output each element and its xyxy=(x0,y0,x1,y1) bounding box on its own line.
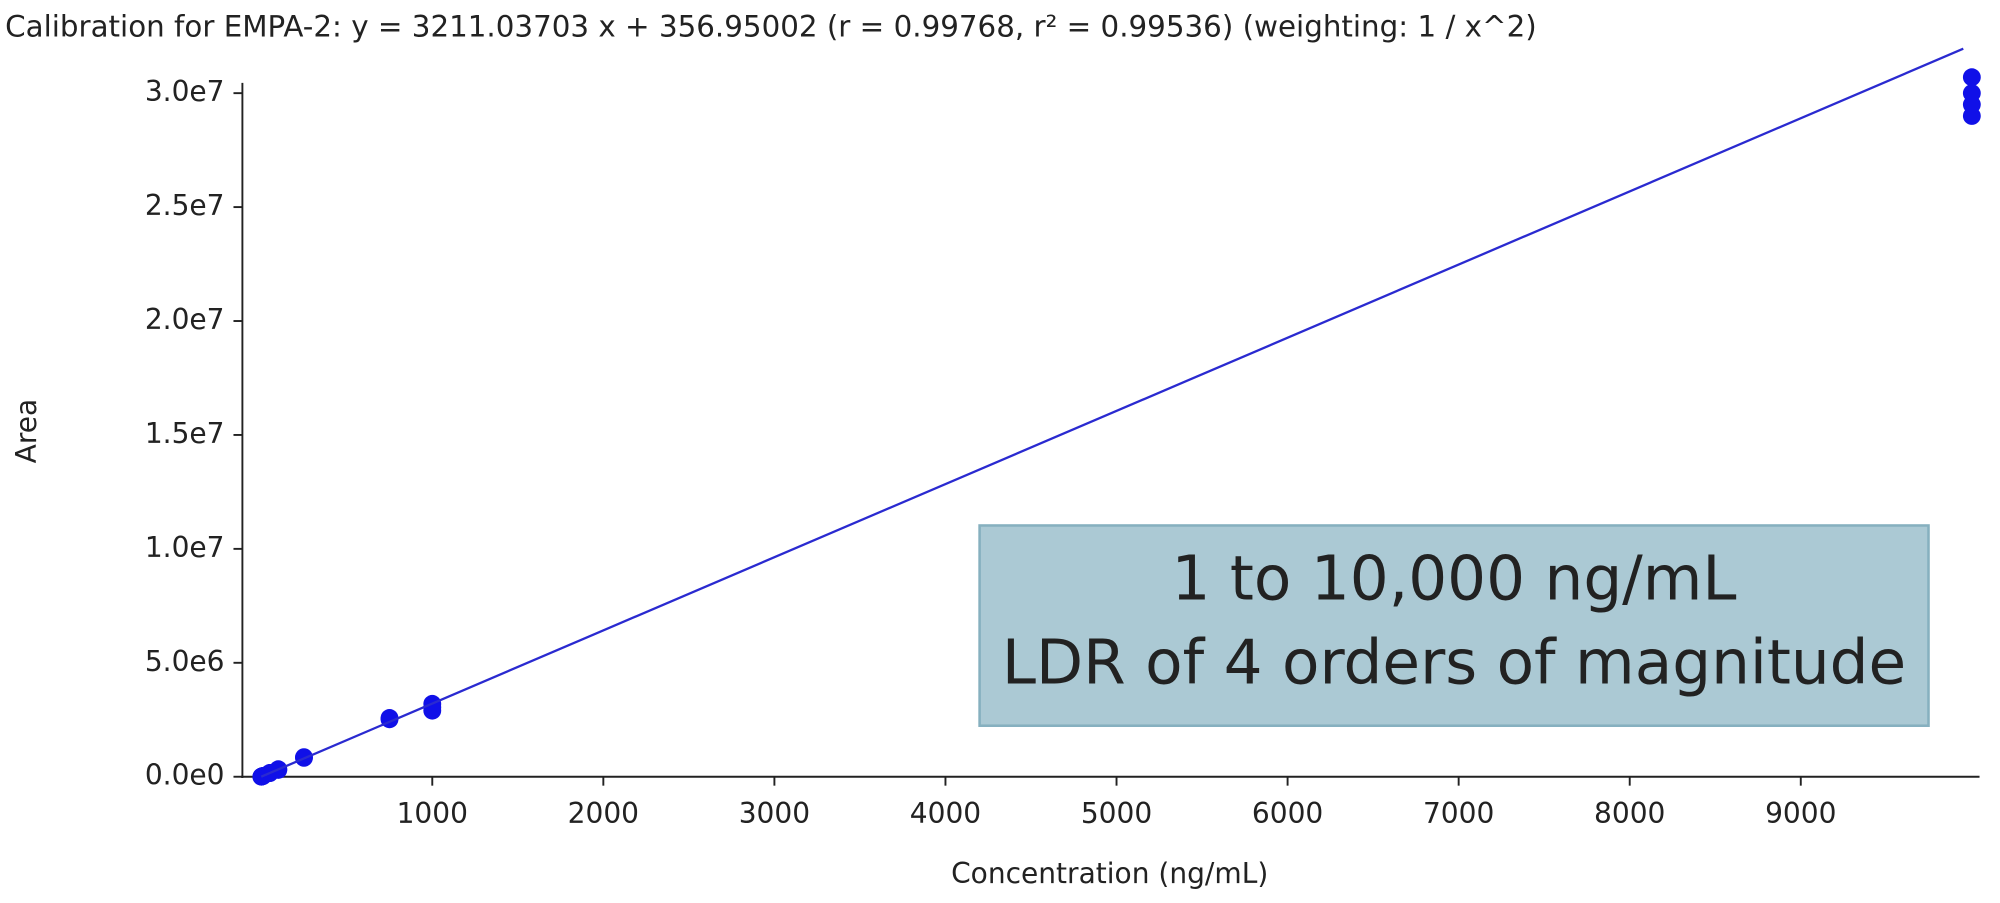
y-tick-label: 1.0e7 xyxy=(145,531,225,564)
fit-line xyxy=(260,47,1964,778)
x-tick-label: 8000 xyxy=(1594,797,1665,830)
chart-title: Calibration for EMPA-2: y = 3211.03703 x… xyxy=(5,10,1537,44)
x-tick-label: 6000 xyxy=(1252,797,1323,830)
data-point xyxy=(1962,84,1981,103)
x-tick-label: 5000 xyxy=(1081,797,1152,830)
data-point xyxy=(295,748,313,767)
annotation-box xyxy=(978,524,1930,727)
data-point xyxy=(1962,68,1981,87)
x-tick-label: 9000 xyxy=(1765,797,1836,830)
x-axis-label: Concentration (ng/mL) xyxy=(951,857,1268,890)
y-tick-label: 0.0e0 xyxy=(145,759,225,792)
y-axis-label: Area xyxy=(10,399,43,464)
x-tick-label: 2000 xyxy=(568,797,639,830)
y-tick-label: 5.0e6 xyxy=(145,645,225,678)
y-tick-label: 2.0e7 xyxy=(145,303,225,336)
x-tick-label: 3000 xyxy=(739,797,810,830)
y-tick-label: 2.5e7 xyxy=(145,189,225,222)
annotation-text: LDR of 4 orders of magnitude xyxy=(1002,628,1906,699)
data-point xyxy=(380,709,399,727)
x-tick-label: 4000 xyxy=(910,797,981,830)
y-tick-label: 3.0e7 xyxy=(145,75,225,108)
y-tick-label: 1.5e7 xyxy=(145,417,225,450)
x-tick-label: 7000 xyxy=(1423,797,1494,830)
x-tick-label: 1000 xyxy=(397,797,468,830)
annotation-text: 1 to 10,000 ng/mL xyxy=(1172,543,1737,614)
